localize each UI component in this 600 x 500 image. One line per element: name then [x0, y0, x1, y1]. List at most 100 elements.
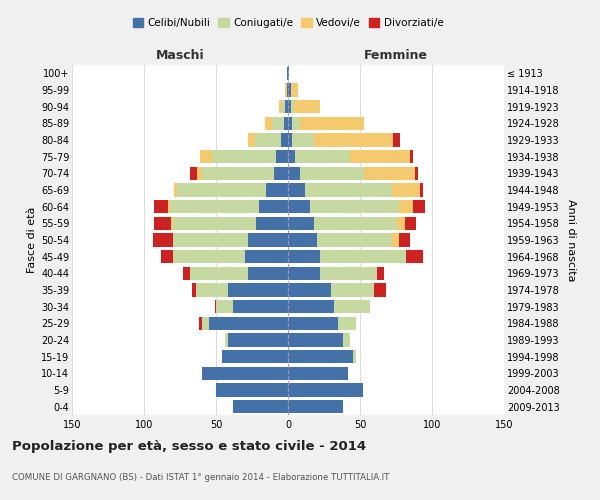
Bar — [334, 300, 370, 314]
Bar — [320, 266, 377, 280]
Bar — [292, 134, 314, 146]
Bar — [209, 316, 288, 330]
Bar — [374, 284, 386, 296]
Bar — [277, 150, 288, 164]
Bar — [413, 200, 425, 213]
Bar — [259, 200, 288, 213]
Y-axis label: Anni di nascita: Anni di nascita — [566, 198, 576, 281]
Bar — [222, 350, 288, 364]
Bar — [281, 134, 288, 146]
Bar — [288, 300, 334, 314]
Y-axis label: Fasce di età: Fasce di età — [26, 207, 37, 273]
Bar — [190, 266, 248, 280]
Bar — [294, 100, 320, 114]
Bar — [338, 316, 356, 330]
Bar — [177, 184, 266, 196]
Bar — [404, 216, 416, 230]
Bar — [245, 250, 288, 264]
Bar — [410, 150, 413, 164]
Bar — [233, 300, 288, 314]
Bar — [399, 200, 413, 213]
Bar — [288, 350, 353, 364]
Bar — [284, 116, 288, 130]
Bar — [288, 234, 317, 246]
Bar — [287, 66, 288, 80]
Bar — [288, 250, 320, 264]
Bar — [393, 134, 400, 146]
Bar — [287, 84, 288, 96]
Bar — [288, 100, 291, 114]
Bar — [314, 134, 393, 146]
Bar — [288, 384, 363, 396]
Bar — [161, 250, 173, 264]
Bar — [295, 150, 350, 164]
Bar — [215, 300, 216, 314]
Bar — [288, 116, 292, 130]
Bar — [199, 316, 202, 330]
Bar — [392, 234, 399, 246]
Bar — [274, 166, 288, 180]
Bar — [415, 166, 418, 180]
Bar — [248, 134, 255, 146]
Text: Maschi: Maschi — [155, 48, 205, 62]
Bar — [169, 200, 170, 213]
Bar — [397, 216, 404, 230]
Bar — [233, 400, 288, 413]
Bar — [288, 316, 338, 330]
Bar — [288, 84, 291, 96]
Bar — [299, 166, 364, 180]
Bar — [291, 100, 294, 114]
Bar — [421, 184, 424, 196]
Bar — [197, 166, 202, 180]
Bar — [202, 166, 274, 180]
Bar — [350, 150, 410, 164]
Bar — [288, 284, 331, 296]
Bar — [191, 284, 196, 296]
Bar — [172, 216, 173, 230]
Bar — [183, 266, 190, 280]
Bar — [320, 250, 406, 264]
Bar — [288, 134, 292, 146]
Bar — [248, 266, 288, 280]
Bar — [173, 234, 248, 246]
Bar — [216, 300, 233, 314]
Bar — [280, 100, 282, 114]
Bar — [200, 150, 212, 164]
Bar — [399, 234, 410, 246]
Bar — [154, 216, 172, 230]
Bar — [173, 250, 245, 264]
Bar — [224, 334, 227, 346]
Text: Popolazione per età, sesso e stato civile - 2014: Popolazione per età, sesso e stato civil… — [12, 440, 366, 453]
Legend: Celibi/Nubili, Coniugati/e, Vedovi/e, Divorziati/e: Celibi/Nubili, Coniugati/e, Vedovi/e, Di… — [131, 16, 445, 30]
Bar — [216, 384, 288, 396]
Bar — [288, 200, 310, 213]
Bar — [392, 184, 421, 196]
Text: COMUNE DI GARGNANO (BS) - Dati ISTAT 1° gennaio 2014 - Elaborazione TUTTITALIA.I: COMUNE DI GARGNANO (BS) - Dati ISTAT 1° … — [12, 473, 389, 482]
Bar — [272, 116, 284, 130]
Bar — [288, 334, 343, 346]
Bar — [288, 216, 314, 230]
Bar — [299, 116, 364, 130]
Bar — [288, 366, 349, 380]
Bar — [353, 350, 356, 364]
Bar — [196, 284, 227, 296]
Bar — [212, 150, 277, 164]
Bar — [266, 184, 288, 196]
Bar — [202, 366, 288, 380]
Bar — [152, 234, 173, 246]
Bar — [377, 266, 385, 280]
Bar — [364, 166, 415, 180]
Bar — [282, 100, 285, 114]
Bar — [227, 284, 288, 296]
Bar — [310, 200, 399, 213]
Bar — [285, 84, 287, 96]
Bar — [190, 166, 197, 180]
Bar — [331, 284, 374, 296]
Bar — [288, 150, 295, 164]
Bar — [406, 250, 424, 264]
Bar — [174, 184, 177, 196]
Bar — [202, 316, 209, 330]
Bar — [248, 234, 288, 246]
Bar — [288, 166, 299, 180]
Bar — [170, 200, 259, 213]
